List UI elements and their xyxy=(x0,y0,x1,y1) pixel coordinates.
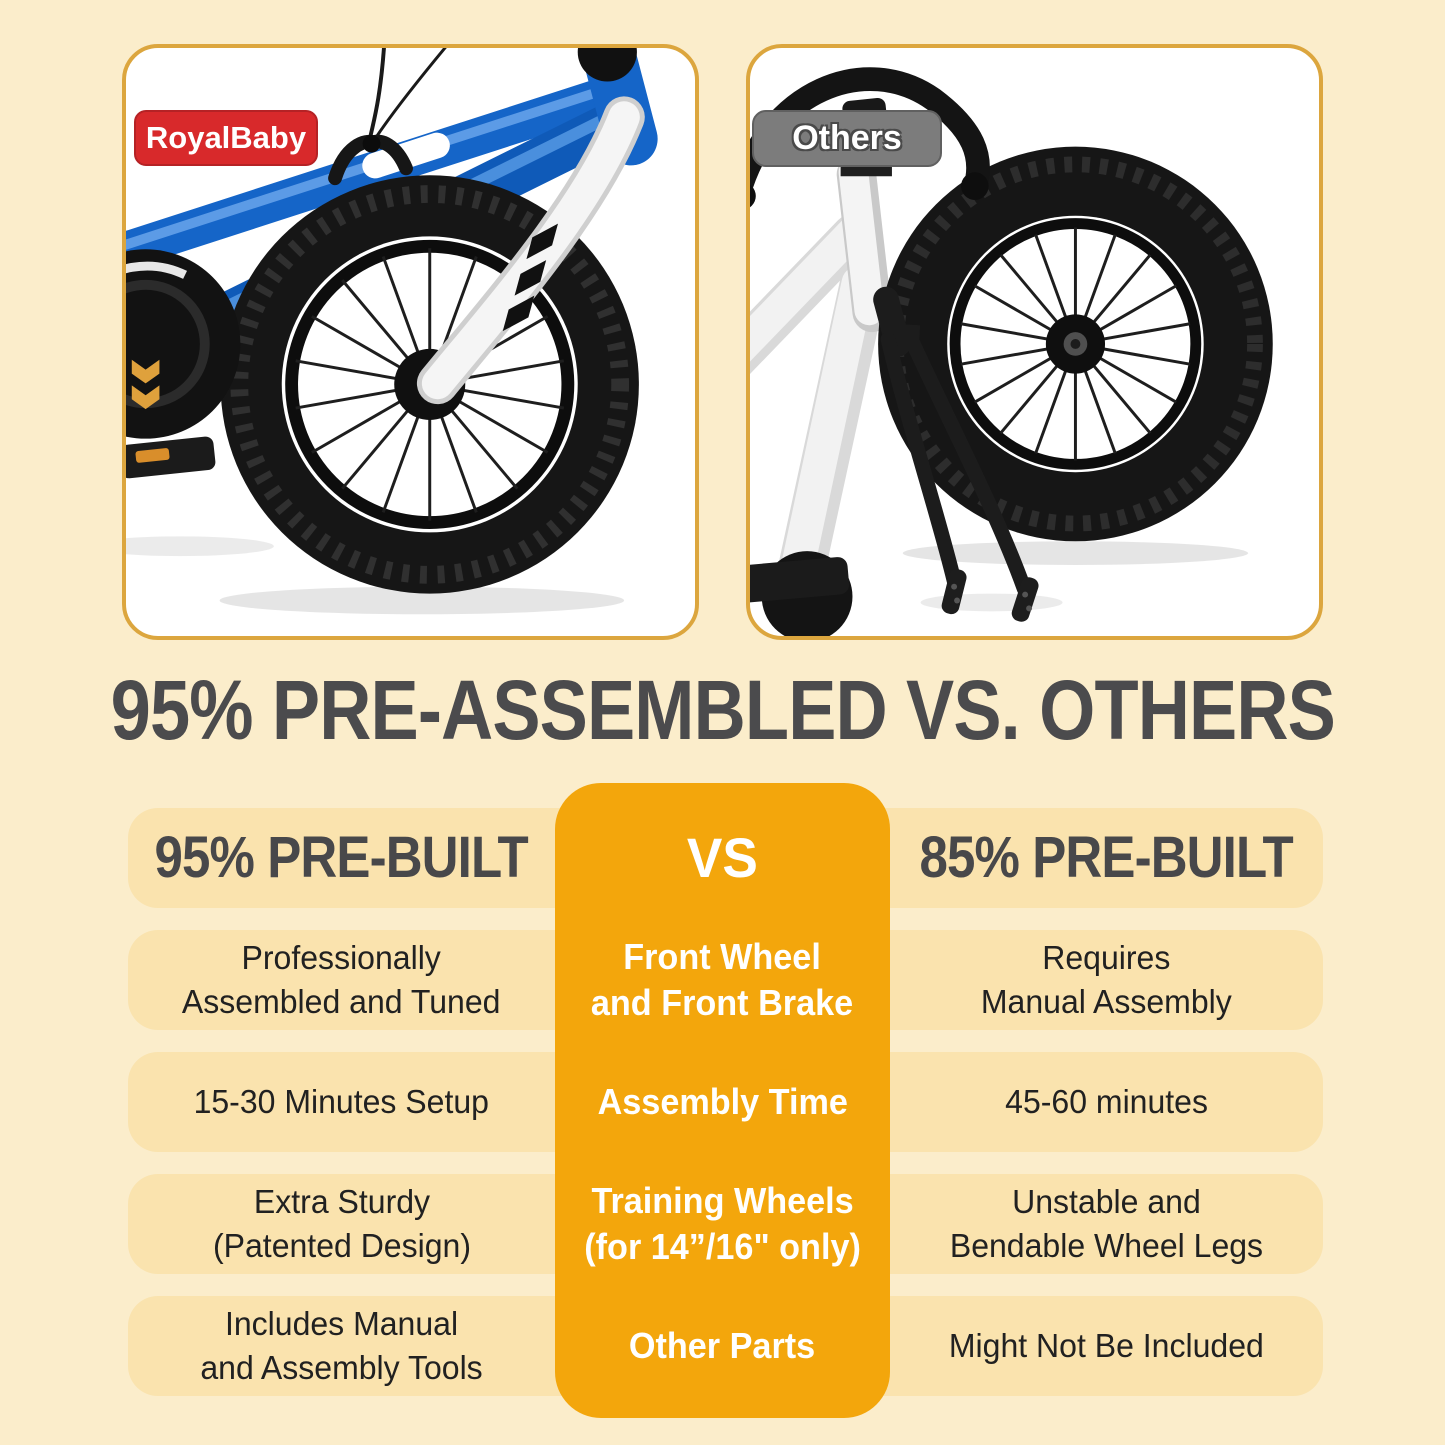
cell-text: 45-60 minutes xyxy=(1005,1083,1208,1120)
left-header-label: 95% PRE-BUILT xyxy=(154,825,529,890)
vs-row-text: Front Wheel and Front Brake xyxy=(591,936,854,1023)
comparison-table: 95% PRE-BUILT 85% PRE-BUILT Professional… xyxy=(128,783,1323,1418)
vs-row-label: Training Wheels (for 14”/16" only) xyxy=(555,1174,890,1274)
vs-row-text: Other Parts xyxy=(629,1325,816,1366)
cell-text: 15-30 Minutes Setup xyxy=(193,1083,490,1120)
others-badge-label: Others xyxy=(792,119,902,157)
others-photo-panel: Others xyxy=(746,44,1323,640)
others-bike-photo xyxy=(750,67,1273,636)
royalbaby-brand-badge: RoyalBaby xyxy=(134,110,318,166)
cell-text: Professionally Assembled and Tuned xyxy=(182,939,501,1020)
vs-row-label: Other Parts xyxy=(555,1296,890,1396)
royalbaby-bike-photo xyxy=(126,48,658,615)
vs-header: VS xyxy=(555,808,890,908)
vs-row-text: Assembly Time xyxy=(597,1081,848,1122)
vs-row-text: Training Wheels (for 14”/16" only) xyxy=(584,1180,861,1267)
cell-text: Extra Sturdy (Patented Design) xyxy=(212,1183,471,1264)
cell-text: Requires Manual Assembly xyxy=(981,939,1232,1020)
right-header-label: 85% PRE-BUILT xyxy=(919,825,1294,890)
page-title-text: 95% PRE-ASSEMBLED VS. OTHERS xyxy=(110,663,1335,757)
cell-text: Unstable and Bendable Wheel Legs xyxy=(949,1183,1264,1264)
royalbaby-photo-panel: RoyalBaby xyxy=(122,44,699,640)
cell-text: Includes Manual and Assembly Tools xyxy=(200,1305,483,1386)
royalbaby-brand-label: RoyalBaby xyxy=(145,120,307,155)
vs-row-label: Assembly Time xyxy=(555,1052,890,1152)
page-title: 95% PRE-ASSEMBLED VS. OTHERS xyxy=(0,664,1445,756)
vs-label: VS xyxy=(687,826,758,889)
vs-row-label: Front Wheel and Front Brake xyxy=(555,930,890,1030)
cell-text: Might Not Be Included xyxy=(949,1327,1264,1364)
others-badge: Others xyxy=(752,110,942,167)
vs-column: VS Front Wheel and Front Brake Assembly … xyxy=(555,783,890,1418)
table-row: Professionally Assembled and Tuned Requi… xyxy=(128,930,1323,1030)
